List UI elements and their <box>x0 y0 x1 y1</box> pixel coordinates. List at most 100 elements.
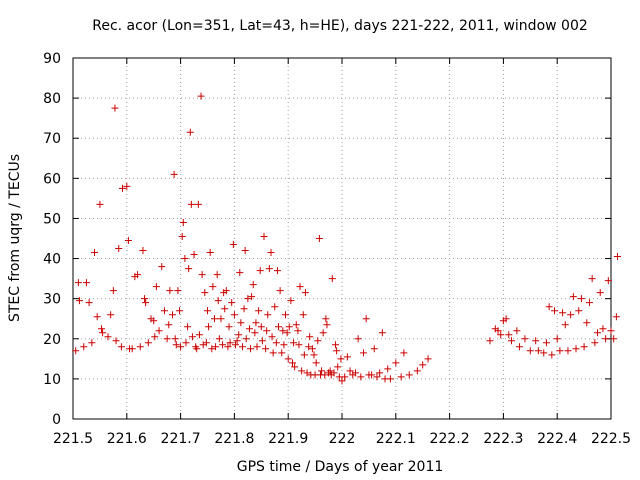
data-point <box>314 337 322 345</box>
y-axis-label: STEC from uqrg / TECUs <box>7 154 23 322</box>
data-point <box>163 335 171 343</box>
data-point <box>494 327 502 335</box>
data-point <box>551 307 559 315</box>
data-point <box>264 311 272 319</box>
data-point <box>318 367 326 375</box>
data-point <box>169 311 177 319</box>
data-point <box>591 339 599 347</box>
data-point <box>233 337 241 345</box>
data-point <box>155 327 163 335</box>
y-tick-label: 10 <box>43 372 61 388</box>
data-point <box>604 277 612 285</box>
data-point <box>532 337 540 345</box>
data-point <box>521 335 529 343</box>
axis-ticks: 221.5 221.6 221.7 221.8 221.9 222 222.1 222.2 22… <box>43 51 631 447</box>
data-point <box>99 329 107 337</box>
data-point <box>117 343 125 351</box>
data-point <box>160 307 168 315</box>
data-point <box>419 361 427 369</box>
data-point <box>351 369 359 377</box>
data-point <box>187 200 195 208</box>
x-tick-label: 222.5 <box>591 431 631 447</box>
x-tick-label: 221.8 <box>214 431 254 447</box>
data-point <box>72 347 80 355</box>
data-point <box>306 333 314 341</box>
data-point <box>251 329 259 337</box>
data-point <box>178 232 186 240</box>
data-point <box>580 343 588 351</box>
data-point <box>291 363 299 371</box>
data-point <box>596 289 604 297</box>
data-point <box>118 184 126 192</box>
data-point <box>235 331 243 339</box>
data-point <box>373 373 381 381</box>
data-point <box>217 315 225 323</box>
x-tick-label: 221.9 <box>268 431 308 447</box>
data-point <box>115 245 123 253</box>
data-point <box>502 315 510 323</box>
data-point <box>174 287 182 295</box>
data-point <box>602 335 610 343</box>
data-point <box>526 347 534 355</box>
data-point <box>198 271 206 279</box>
data-point <box>82 279 90 287</box>
data-point <box>354 335 362 343</box>
data-point <box>229 241 237 249</box>
data-point <box>294 327 302 335</box>
data-point <box>228 299 236 307</box>
data-point <box>184 323 192 331</box>
data-point <box>179 218 187 226</box>
x-tick-label: 221.6 <box>107 431 147 447</box>
data-point <box>204 307 211 315</box>
data-point <box>287 297 295 305</box>
data-point <box>326 367 334 375</box>
data-point <box>308 345 316 353</box>
data-point <box>273 267 281 275</box>
data-point <box>413 367 421 375</box>
data-point <box>357 373 365 381</box>
data-point <box>123 182 131 190</box>
data-point <box>280 341 288 349</box>
data-point <box>540 349 548 357</box>
data-point <box>424 355 432 363</box>
y-tick-label: 70 <box>43 131 61 147</box>
data-point <box>298 367 306 375</box>
data-point <box>144 339 152 347</box>
data-point <box>158 263 166 271</box>
x-tick-label: 222.4 <box>537 431 577 447</box>
data-point <box>612 313 620 321</box>
data-point <box>292 321 300 329</box>
data-point <box>136 343 144 351</box>
data-point <box>553 335 561 343</box>
data-point <box>610 335 618 343</box>
data-point <box>205 323 213 331</box>
data-point <box>249 281 257 289</box>
data-point <box>240 305 248 313</box>
data-point <box>301 289 309 297</box>
data-point <box>230 311 238 319</box>
data-point <box>296 283 304 291</box>
data-point <box>193 345 201 353</box>
y-tick-label: 40 <box>43 252 61 268</box>
data-point <box>172 341 180 349</box>
data-point <box>505 331 513 339</box>
data-point <box>139 247 147 255</box>
data-point <box>194 200 202 208</box>
data-point <box>197 92 205 100</box>
data-point <box>397 373 405 381</box>
data-point <box>283 329 291 337</box>
data-point <box>362 315 370 323</box>
data-point <box>332 341 340 349</box>
data-point <box>107 311 115 319</box>
data-points <box>72 92 621 385</box>
data-point <box>247 345 255 353</box>
data-point <box>319 329 327 337</box>
data-point <box>376 369 384 377</box>
data-point <box>370 345 378 353</box>
data-point <box>315 235 323 242</box>
data-point <box>221 305 229 313</box>
data-point <box>231 341 239 349</box>
data-point <box>299 311 307 319</box>
y-tick-label: 20 <box>43 332 61 348</box>
data-point <box>497 331 505 339</box>
